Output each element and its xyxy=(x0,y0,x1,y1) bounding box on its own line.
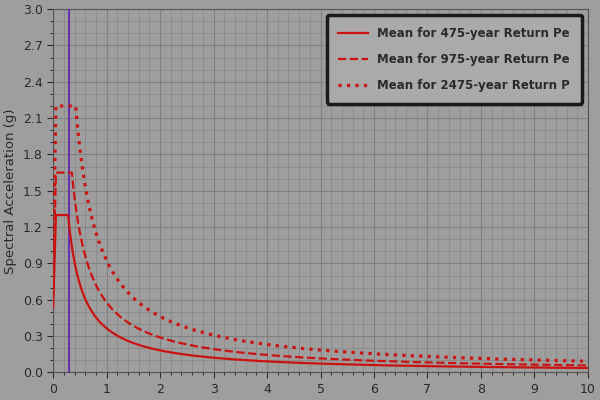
Mean for 975-year Return Pe xyxy=(584,363,592,368)
Mean for 475-year Return Pe xyxy=(50,305,57,310)
Mean for 475-year Return Pe xyxy=(52,213,59,218)
Mean for 2475-year Return P xyxy=(52,104,59,108)
Line: Mean for 975-year Return Pe: Mean for 975-year Return Pe xyxy=(53,173,588,366)
Mean for 975-year Return Pe xyxy=(52,170,59,175)
Y-axis label: Spectral Acceleration (g): Spectral Acceleration (g) xyxy=(4,108,17,274)
Mean for 2475-year Return P xyxy=(422,354,429,359)
Mean for 975-year Return Pe xyxy=(70,190,77,195)
Mean for 975-year Return Pe xyxy=(73,212,80,217)
Mean for 475-year Return Pe xyxy=(584,366,592,370)
Mean for 475-year Return Pe xyxy=(148,346,155,351)
Mean for 975-year Return Pe xyxy=(148,332,155,337)
Mean for 2475-year Return P xyxy=(73,117,80,122)
Mean for 2475-year Return P xyxy=(148,309,155,314)
Mean for 975-year Return Pe xyxy=(422,360,429,365)
Mean for 975-year Return Pe xyxy=(50,288,57,292)
Line: Mean for 2475-year Return P: Mean for 2475-year Return P xyxy=(53,106,588,361)
Mean for 475-year Return Pe xyxy=(70,256,77,261)
Mean for 2475-year Return P xyxy=(584,359,592,364)
Mean for 975-year Return Pe xyxy=(569,363,576,368)
Mean for 2475-year Return P xyxy=(569,358,576,363)
Mean for 2475-year Return P xyxy=(70,104,77,108)
Mean for 2475-year Return P xyxy=(50,260,57,265)
Mean for 475-year Return Pe xyxy=(422,364,429,368)
Legend: Mean for 475-year Return Pe, Mean for 975-year Return Pe, Mean for 2475-year Ret: Mean for 475-year Return Pe, Mean for 97… xyxy=(326,15,582,104)
Mean for 475-year Return Pe xyxy=(569,366,576,370)
Mean for 475-year Return Pe xyxy=(52,213,59,218)
Mean for 475-year Return Pe xyxy=(73,270,80,275)
Line: Mean for 475-year Return Pe: Mean for 475-year Return Pe xyxy=(53,215,588,368)
Mean for 975-year Return Pe xyxy=(52,170,59,175)
Mean for 2475-year Return P xyxy=(52,104,59,108)
